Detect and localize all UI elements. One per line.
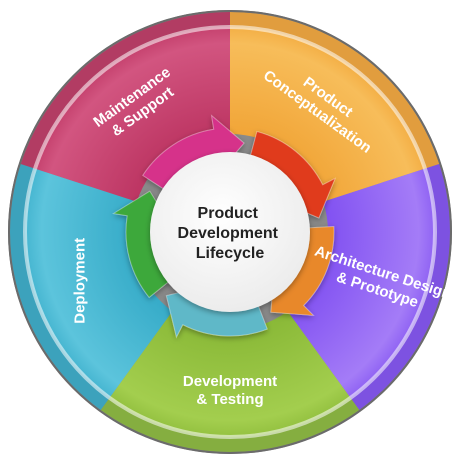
center-title-line-2: Development: [178, 225, 279, 242]
segment-band-development-testing: [100, 397, 360, 452]
segment-band-architecture-design: [350, 164, 450, 410]
segment-deployment: [25, 168, 173, 398]
segment-label-line: & Testing: [196, 391, 263, 408]
center-title-line-3: Lifecycle: [196, 245, 265, 262]
segment-band-deployment: [10, 164, 110, 410]
center-title: Product Development Lifecycle: [178, 205, 283, 262]
segment-label-deployment: Deployment: [72, 238, 89, 324]
segment-development-testing: [109, 311, 351, 437]
center-title-line-1: Product: [198, 205, 259, 222]
center-circle: [150, 152, 310, 312]
segment-label-text: Deployment: [72, 238, 89, 324]
segment-label-development-testing: Development & Testing: [183, 373, 277, 408]
segment-architecture-design: [287, 168, 435, 398]
segment-label-text: Development & Testing: [183, 373, 277, 408]
outer-rim-edge: [8, 10, 452, 454]
segment-product-conceptualization: [230, 27, 425, 202]
segment-label-line: Deployment: [72, 238, 89, 324]
segment-label-line: Development: [183, 373, 277, 390]
inner-rim-ring: [23, 25, 437, 439]
segment-maintenance-support: [35, 27, 230, 202]
